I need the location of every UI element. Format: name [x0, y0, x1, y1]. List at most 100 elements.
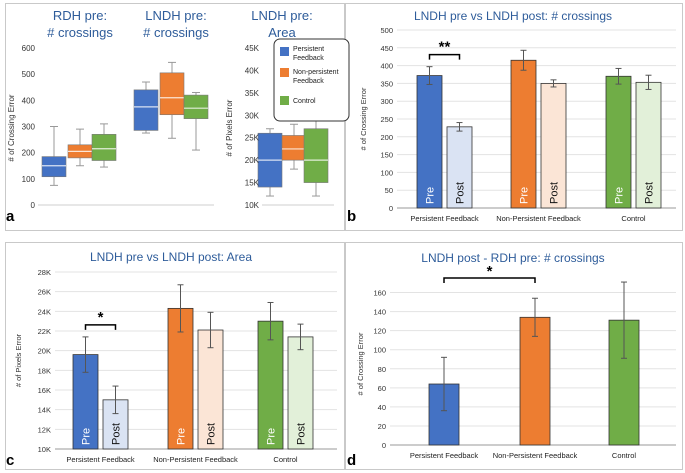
- boxplot-rdh-crossings-title-1: # crossings: [47, 25, 113, 40]
- chart-area-pre-post-bar-1-0: [167, 307, 194, 450]
- chart-difference-category-0: Persistent Feedback: [410, 451, 479, 460]
- boxplot-lndh-crossings-box-0: [133, 89, 159, 131]
- boxplot-lndh-crossings-box-2: [183, 94, 209, 119]
- panel-label-d: d: [347, 452, 357, 469]
- chart-difference-ytick-7: 140: [373, 308, 386, 317]
- boxplot-lndh-area-ytick-5: 35K: [245, 89, 260, 98]
- boxplot-lndh-area-ytick-4: 30K: [245, 111, 260, 120]
- chart-difference-sig-label-0: *: [487, 263, 493, 280]
- chart-area-pre-post-ytick-0: 10K: [38, 445, 51, 454]
- legend-box: [273, 38, 350, 122]
- chart-crossings-pre-post-ytick-9: 450: [380, 44, 393, 53]
- chart-crossings-pre-post-category-2: Control: [621, 214, 646, 223]
- chart-crossings-pre-post-ytick-1: 50: [385, 186, 393, 195]
- chart-crossings-pre-post-bar-label-1-0: Pre: [519, 187, 531, 204]
- chart-crossings-pre-post-ytick-0: 0: [389, 204, 393, 213]
- panel-label-c: c: [6, 452, 15, 469]
- chart-area-pre-post-ytick-4: 18K: [38, 366, 51, 375]
- boxplot-rdh-crossings-ytick-4: 400: [22, 96, 36, 105]
- chart-area-pre-post-bar-label-0-0: Pre: [81, 428, 93, 445]
- chart-crossings-pre-post-ytick-8: 400: [380, 62, 393, 71]
- chart-area-pre-post-ytick-2: 14K: [38, 406, 51, 415]
- chart-area-pre-post-bar-2-1: [287, 336, 314, 450]
- boxplot-lndh-area-box-2: [303, 128, 329, 183]
- chart-difference-sig-bracket-0: [443, 277, 536, 283]
- chart-crossings-pre-post-bar-label-0-1: Post: [455, 182, 467, 204]
- chart-difference-ytick-3: 60: [378, 384, 386, 393]
- chart-crossings-pre-post-sig-bracket-0: [428, 53, 461, 60]
- boxplot-lndh-area-ylabel: # of Pixels Error: [225, 99, 234, 156]
- chart-difference-ytick-4: 80: [378, 365, 386, 374]
- boxplot-lndh-area-box-1: [281, 135, 307, 161]
- chart-area-pre-post-ytick-1: 12K: [38, 425, 51, 434]
- chart-crossings-pre-post-ytick-10: 500: [380, 26, 393, 35]
- legend-label-1-line-1: Feedback: [293, 78, 324, 85]
- chart-area-pre-post-category-2: Control: [273, 455, 298, 464]
- chart-area-pre-post-category-1: Non-Persistent Feedback: [153, 455, 238, 464]
- chart-crossings-pre-post-category-0: Persistent Feedback: [410, 214, 479, 223]
- chart-crossings-pre-post-category-1: Non-Persistent Feedback: [496, 214, 581, 223]
- chart-crossings-pre-post-ytick-5: 250: [380, 115, 393, 124]
- chart-difference-ytick-8: 160: [373, 289, 386, 298]
- chart-crossings-pre-post-ytick-2: 100: [380, 168, 393, 177]
- chart-area-pre-post-ytick-3: 16K: [38, 386, 51, 395]
- chart-crossings-pre-post-ylabel: # of Crossing Error: [359, 87, 368, 150]
- chart-area-pre-post-sig-label-0: *: [98, 309, 104, 326]
- chart-difference-ytick-5: 100: [373, 346, 386, 355]
- chart-crossings-pre-post-bar-0-1: [446, 126, 473, 209]
- boxplot-lndh-area-ytick-3: 25K: [245, 134, 260, 143]
- boxplot-lndh-area-ytick-1: 15K: [245, 179, 260, 188]
- chart-crossings-pre-post-bar-label-2-1: Post: [644, 182, 656, 204]
- chart-crossings-pre-post-ytick-3: 150: [380, 151, 393, 160]
- chart-crossings-pre-post-bar-2-0: [605, 75, 632, 209]
- legend-swatch-0: [280, 47, 289, 56]
- boxplot-lndh-crossings-title-0: LNDH pre:: [145, 8, 206, 23]
- chart-area-pre-post-title: LNDH pre vs LNDH post: Area: [90, 250, 252, 264]
- boxplot-lndh-area-ytick-2: 20K: [245, 156, 260, 165]
- boxplot-rdh-crossings-title-0: RDH pre:: [53, 8, 107, 23]
- legend-label-0-line-1: Feedback: [293, 55, 324, 62]
- chart-crossings-pre-post-bar-label-2-0: Pre: [614, 187, 626, 204]
- chart-area-pre-post-ylabel: # of Pixels Error: [14, 333, 23, 387]
- boxplot-rdh-crossings-box-2: [91, 134, 117, 161]
- chart-area-pre-post-bar-2-0: [257, 320, 284, 450]
- chart-difference-ytick-2: 40: [378, 403, 386, 412]
- panel-label-a: a: [6, 208, 15, 225]
- panel-label-b: b: [347, 208, 357, 225]
- chart-area-pre-post-bar-label-0-1: Post: [111, 423, 123, 445]
- boxplot-lndh-area-title-1: Area: [268, 25, 296, 40]
- boxplot-rdh-crossings-ytick-3: 300: [22, 123, 36, 132]
- chart-difference-ylabel: # of Crossing Error: [356, 332, 365, 395]
- boxplot-lndh-crossings-title-1: # crossings: [143, 25, 209, 40]
- chart-difference-ytick-1: 20: [378, 422, 386, 431]
- boxplot-rdh-crossings-ytick-0: 0: [31, 201, 36, 210]
- chart-area-pre-post-sig-bracket-0: [84, 324, 117, 330]
- boxplot-rdh-crossings-ytick-2: 200: [22, 149, 36, 158]
- boxplot-rdh-crossings-ytick-1: 100: [22, 175, 36, 184]
- chart-difference-ytick-0: 0: [382, 441, 386, 450]
- chart-difference-bar-1: [519, 316, 551, 446]
- chart-crossings-pre-post-ytick-4: 200: [380, 133, 393, 142]
- boxplot-rdh-crossings-ytick-5: 500: [22, 70, 36, 79]
- boxplot-rdh-crossings-ylabel: # of Crossing Error: [7, 94, 16, 161]
- chart-crossings-pre-post-bar-label-1-1: Post: [549, 182, 561, 204]
- chart-area-pre-post-bar-label-2-0: Pre: [266, 428, 278, 445]
- boxplot-rdh-crossings-box-0: [41, 156, 67, 178]
- chart-area-pre-post-ytick-8: 26K: [38, 288, 51, 297]
- chart-crossings-pre-post-title: LNDH pre vs LNDH post: # crossings: [414, 9, 612, 23]
- legend-label-0-line-0: Persistent: [293, 46, 324, 53]
- boxplot-lndh-area-ytick-7: 45K: [245, 44, 260, 53]
- chart-area-pre-post-bar-1-1: [197, 329, 224, 450]
- legend-swatch-2: [280, 96, 289, 105]
- chart-crossings-pre-post-sig-label-0: **: [439, 39, 451, 56]
- chart-crossings-pre-post-bar-label-0-0: Pre: [425, 187, 437, 204]
- chart-crossings-pre-post-ytick-7: 350: [380, 79, 393, 88]
- chart-area-pre-post-bar-label-1-0: Pre: [176, 428, 188, 445]
- chart-difference-category-2: Control: [612, 451, 637, 460]
- boxplot-rdh-crossings-ytick-6: 600: [22, 44, 36, 53]
- legend-label-2: Control: [293, 98, 316, 105]
- chart-area-pre-post-ytick-9: 28K: [38, 268, 51, 277]
- boxplot-lndh-crossings-box-1: [159, 72, 185, 116]
- chart-crossings-pre-post-bar-2-1: [635, 81, 662, 209]
- chart-difference-category-1: Non-Persistent Feedback: [493, 451, 578, 460]
